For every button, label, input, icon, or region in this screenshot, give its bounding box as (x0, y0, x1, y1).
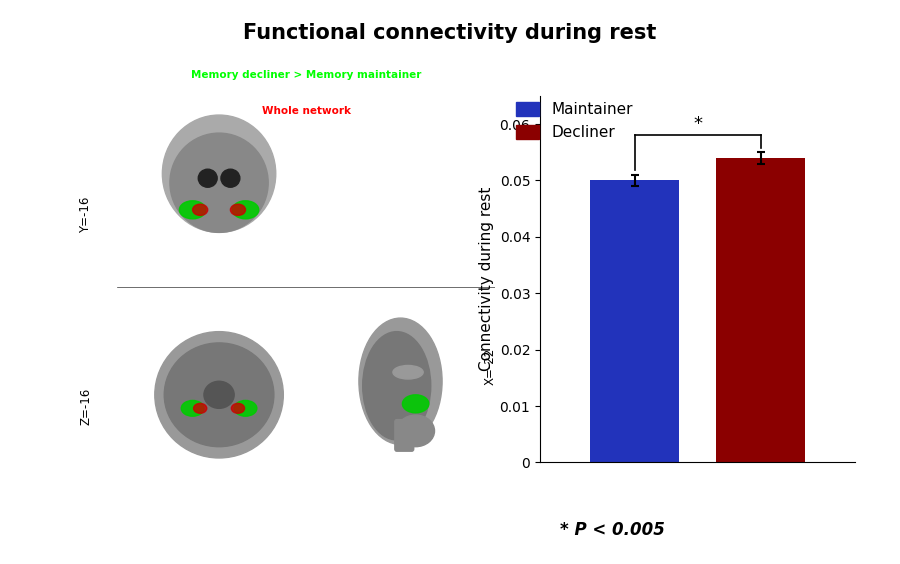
Ellipse shape (397, 415, 435, 447)
Ellipse shape (393, 365, 423, 379)
Ellipse shape (193, 204, 208, 215)
Y-axis label: Connectivity during rest: Connectivity during rest (479, 187, 494, 371)
Bar (590, 180, 679, 462)
Bar (716, 158, 805, 462)
Ellipse shape (359, 318, 442, 444)
Text: Hippocampus proper as
segmented by Freesurfer: Hippocampus proper as segmented by Frees… (323, 138, 463, 159)
Ellipse shape (204, 381, 234, 408)
Text: Functional connectivity during rest: Functional connectivity during rest (243, 23, 657, 42)
Text: Whole network: Whole network (262, 106, 350, 116)
Ellipse shape (363, 332, 431, 440)
Ellipse shape (221, 169, 239, 187)
Ellipse shape (234, 400, 256, 416)
Ellipse shape (162, 115, 275, 232)
Ellipse shape (179, 201, 206, 219)
Ellipse shape (402, 395, 429, 413)
Ellipse shape (164, 343, 274, 447)
Text: *: * (693, 114, 702, 133)
Ellipse shape (198, 169, 217, 187)
FancyBboxPatch shape (395, 420, 414, 451)
Text: * P < 0.005: * P < 0.005 (560, 521, 664, 539)
Ellipse shape (194, 403, 207, 413)
Text: Memory decliner > Memory maintainer: Memory decliner > Memory maintainer (191, 70, 421, 80)
Ellipse shape (170, 133, 268, 232)
Ellipse shape (231, 403, 245, 413)
Ellipse shape (230, 204, 246, 215)
Ellipse shape (155, 332, 284, 458)
Ellipse shape (181, 400, 204, 416)
Ellipse shape (232, 201, 259, 219)
Text: X=-22: X=-22 (484, 348, 497, 385)
Text: Z=-16: Z=-16 (79, 387, 92, 425)
Legend: Maintainer, Decliner: Maintainer, Decliner (509, 96, 639, 146)
Text: Y=-16: Y=-16 (79, 196, 92, 232)
